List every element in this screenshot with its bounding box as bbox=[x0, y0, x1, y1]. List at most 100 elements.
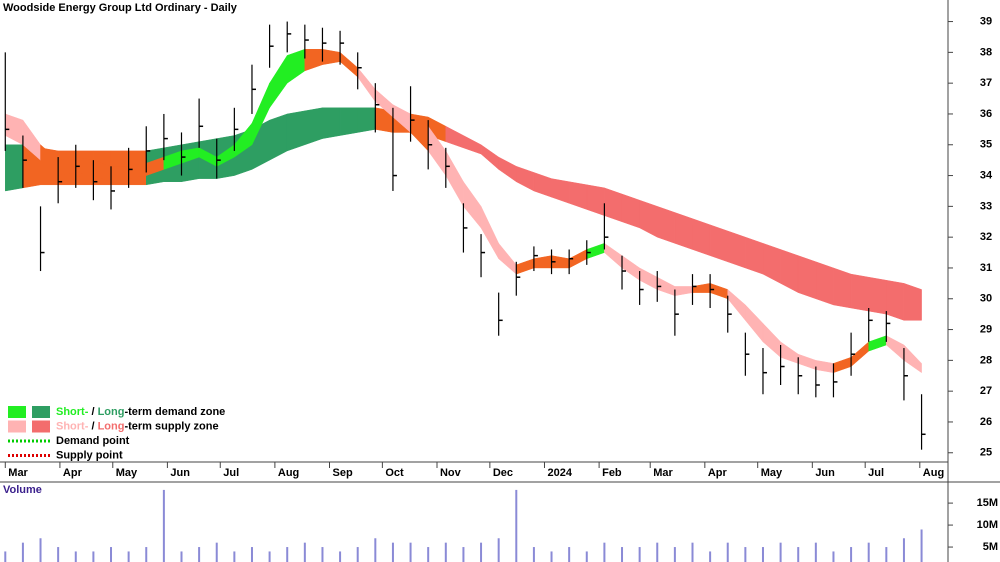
chart-title: Woodside Energy Group Ltd Ordinary - Dai… bbox=[3, 2, 238, 14]
x-tick-label: May bbox=[116, 467, 138, 479]
long-term-zone bbox=[5, 144, 24, 192]
long-term-zone bbox=[674, 212, 693, 250]
legend-label: Demand point bbox=[56, 435, 130, 447]
x-tick-label: Mar bbox=[653, 467, 673, 479]
y-tick-label: 26 bbox=[980, 416, 992, 428]
long-term-zone bbox=[745, 236, 764, 275]
x-tick-label: Apr bbox=[63, 467, 83, 479]
long-term-zone bbox=[657, 206, 676, 244]
volume-bar bbox=[568, 547, 571, 562]
legend-text: Supply point bbox=[56, 449, 123, 461]
x-tick-label: May bbox=[761, 467, 783, 479]
volume-bar bbox=[444, 542, 447, 562]
volume-bar bbox=[198, 547, 201, 562]
volume-label: Volume bbox=[3, 484, 42, 496]
y-tick-label: 27 bbox=[980, 385, 992, 397]
y-tick-label: 25 bbox=[980, 447, 992, 459]
y-tick-label: 37 bbox=[980, 77, 992, 89]
volume-bar bbox=[673, 547, 676, 562]
volume-bar bbox=[391, 542, 394, 562]
volume-bar bbox=[286, 547, 289, 562]
volume-bar bbox=[462, 547, 465, 562]
x-tick-label: Dec bbox=[493, 467, 513, 479]
volume-bar bbox=[532, 547, 535, 562]
x-tick-label: Sep bbox=[333, 467, 353, 479]
volume-bar bbox=[656, 542, 659, 562]
y-tick-label: 38 bbox=[980, 46, 992, 58]
volume-bar bbox=[550, 551, 553, 562]
x-tick-label: Jul bbox=[868, 467, 884, 479]
y-tick-label: 33 bbox=[980, 200, 992, 212]
long-term-zone bbox=[339, 107, 358, 136]
legend-swatch bbox=[32, 420, 50, 433]
long-term-zone bbox=[727, 230, 746, 269]
volume-bar bbox=[409, 542, 412, 562]
volume-bar bbox=[920, 529, 923, 562]
volume-bar bbox=[515, 489, 518, 562]
x-tick-label: Feb bbox=[602, 467, 622, 479]
x-tick-label: Jun bbox=[815, 467, 835, 479]
volume-bar bbox=[180, 551, 183, 562]
y-tick-label: 29 bbox=[980, 323, 992, 335]
legend-text: -term demand zone bbox=[124, 406, 225, 418]
legend-text: / bbox=[88, 406, 97, 418]
long-term-zone bbox=[797, 255, 817, 300]
volume-bar bbox=[339, 551, 342, 562]
x-tick-label: Jul bbox=[223, 467, 239, 479]
volume-bar bbox=[145, 547, 148, 562]
x-tick-label: Mar bbox=[8, 467, 28, 479]
volume-bar bbox=[215, 542, 218, 562]
volume-bar bbox=[867, 542, 870, 562]
volume-bar bbox=[779, 542, 782, 562]
legend-text: Short- bbox=[56, 406, 89, 418]
volume-bar bbox=[603, 542, 606, 562]
volume-bar bbox=[4, 551, 7, 562]
legend-label: Short- / Long-term demand zone bbox=[56, 406, 225, 418]
short-term-zone bbox=[57, 156, 77, 176]
volume-bar bbox=[621, 547, 624, 562]
y-tick-label: 39 bbox=[980, 15, 992, 27]
long-term-zone bbox=[886, 279, 905, 321]
legend-text: Long bbox=[98, 406, 125, 418]
y-tick-label: 35 bbox=[980, 139, 992, 151]
volume-bar bbox=[480, 542, 483, 562]
long-term-zone bbox=[850, 273, 869, 312]
x-tick-label: 2024 bbox=[547, 467, 572, 479]
volume-bar bbox=[832, 551, 835, 562]
x-tick-label: Apr bbox=[708, 467, 728, 479]
volume-bar bbox=[57, 547, 60, 562]
x-tick-label: Oct bbox=[385, 467, 404, 479]
long-term-zone bbox=[322, 107, 341, 139]
volume-bar bbox=[497, 538, 500, 562]
long-term-zone bbox=[604, 187, 623, 223]
legend-text: Long bbox=[98, 420, 125, 432]
x-tick-label: Nov bbox=[440, 467, 462, 479]
x-tick-label: Jun bbox=[170, 467, 190, 479]
volume-bar bbox=[127, 551, 130, 562]
volume-bar bbox=[902, 538, 905, 562]
volume-bar bbox=[233, 551, 236, 562]
volume-bar bbox=[726, 542, 729, 562]
volume-bar bbox=[638, 547, 641, 562]
volume-bar bbox=[427, 547, 430, 562]
volume-bar bbox=[374, 538, 377, 562]
x-tick-label: Aug bbox=[278, 467, 299, 479]
volume-bar bbox=[303, 542, 306, 562]
volume-bar bbox=[744, 547, 747, 562]
long-term-zone bbox=[357, 107, 376, 133]
legend-label: Supply point bbox=[56, 449, 123, 461]
long-term-zone bbox=[815, 261, 834, 306]
legend-text: / bbox=[88, 420, 97, 432]
legend-text: -term supply zone bbox=[124, 420, 218, 432]
volume-bar bbox=[250, 547, 253, 562]
volume-bar bbox=[268, 551, 271, 562]
long-term-zone bbox=[286, 110, 306, 152]
long-term-zone bbox=[692, 218, 711, 256]
volume-bar bbox=[39, 538, 42, 562]
y-tick-label: 32 bbox=[980, 231, 992, 243]
legend-text: Demand point bbox=[56, 435, 130, 447]
volume-bar bbox=[797, 547, 800, 562]
long-term-zone bbox=[709, 224, 728, 263]
legend-swatch bbox=[32, 406, 50, 418]
